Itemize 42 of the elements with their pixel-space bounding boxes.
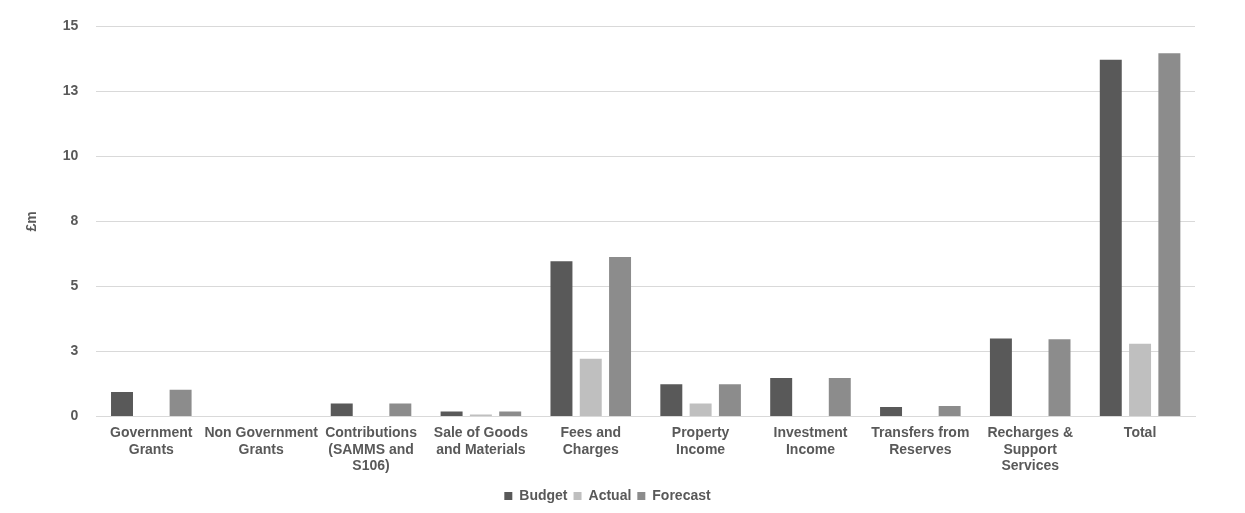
- bar: [1048, 339, 1071, 417]
- bar: [1158, 53, 1181, 417]
- legend-label: Actual: [588, 486, 632, 503]
- y-tick-label: 0: [70, 407, 79, 424]
- bar: [880, 406, 903, 417]
- x-tick-label: Fees and Charges: [560, 423, 622, 457]
- bar: [111, 391, 133, 417]
- x-tick-label: Transfers from Reserves: [871, 423, 970, 457]
- y-axis-title: £m: [23, 211, 40, 232]
- x-tick-label: Recharges & Support Services: [987, 423, 1073, 474]
- bar: [579, 358, 602, 417]
- x-tick-label: Government Grants: [110, 423, 193, 457]
- legend-label: Forecast: [652, 486, 712, 503]
- y-tick-label: 5: [70, 277, 79, 294]
- bar: [689, 403, 712, 417]
- x-tick-label: Property Income: [671, 423, 730, 457]
- bar: [1099, 59, 1122, 417]
- bar: [609, 256, 632, 417]
- bar: [169, 389, 192, 417]
- bar: [330, 403, 353, 417]
- y-tick-label: 10: [62, 147, 79, 164]
- bar: [938, 405, 961, 417]
- legend-label: Budget: [519, 486, 568, 503]
- x-tick-label: Contributions (SAMMS and S106): [325, 423, 418, 474]
- y-tick-label: 8: [70, 212, 79, 229]
- bar: [770, 378, 793, 417]
- y-tick-label: 3: [70, 342, 79, 359]
- x-tick-label: Non Government Grants: [204, 423, 319, 457]
- bar: [550, 261, 573, 417]
- x-tick-label: Investment Income: [773, 423, 848, 457]
- bar: [440, 411, 463, 417]
- bar: [1129, 343, 1152, 417]
- bar: [499, 411, 522, 417]
- y-tick-label: 15: [62, 17, 79, 34]
- x-tick-label: Sale of Goods and Materials: [433, 423, 529, 457]
- bar: [718, 384, 741, 417]
- x-tick-label: Total: [1123, 423, 1157, 440]
- bar: [389, 403, 412, 417]
- bar: [828, 378, 851, 417]
- bar: [989, 338, 1012, 417]
- y-tick-label: 13: [62, 82, 79, 99]
- bar: [660, 384, 683, 417]
